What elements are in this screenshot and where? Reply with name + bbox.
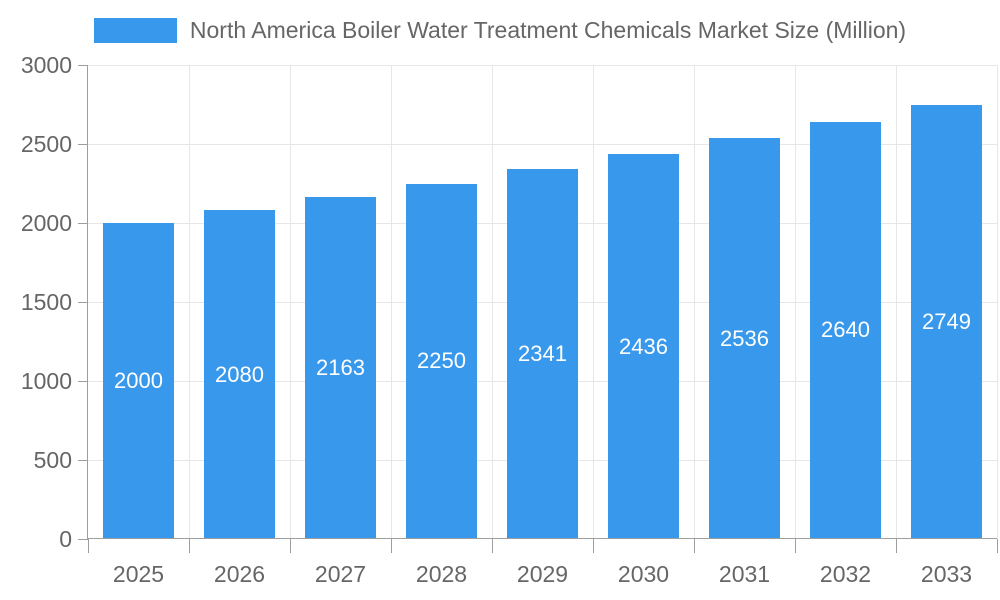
x-tick bbox=[289, 539, 291, 553]
x-tick bbox=[895, 539, 897, 553]
bar-value-label: 2640 bbox=[821, 317, 870, 343]
y-tick bbox=[78, 459, 88, 461]
v-gridline bbox=[491, 65, 493, 539]
x-tick-label: 2030 bbox=[617, 561, 670, 587]
h-gridline bbox=[88, 64, 997, 66]
v-gridline bbox=[592, 65, 594, 539]
y-tick bbox=[78, 143, 88, 145]
bar-2033[interactable] bbox=[911, 104, 982, 539]
x-tick-label: 2027 bbox=[314, 561, 367, 587]
y-tick bbox=[78, 64, 88, 66]
y-tick bbox=[78, 538, 88, 540]
x-tick bbox=[693, 539, 695, 553]
v-gridline bbox=[693, 65, 695, 539]
v-gridline bbox=[390, 65, 392, 539]
bar-value-label: 2341 bbox=[518, 341, 567, 367]
x-axis-line bbox=[88, 538, 997, 539]
x-tick-label: 2029 bbox=[516, 561, 569, 587]
bar-value-label: 2749 bbox=[922, 308, 971, 334]
bar-2032[interactable] bbox=[810, 121, 881, 539]
v-gridline bbox=[996, 65, 998, 539]
x-tick bbox=[188, 539, 190, 553]
y-tick bbox=[78, 301, 88, 303]
legend-swatch bbox=[93, 17, 177, 43]
x-tick-label: 2031 bbox=[718, 561, 771, 587]
x-tick bbox=[491, 539, 493, 553]
x-tick-label: 2028 bbox=[415, 561, 468, 587]
bar-value-label: 2080 bbox=[215, 361, 264, 387]
x-tick bbox=[390, 539, 392, 553]
y-tick-label: 2000 bbox=[20, 210, 72, 236]
y-axis-line bbox=[87, 65, 88, 539]
bar-2027[interactable] bbox=[305, 197, 376, 539]
bar-2026[interactable] bbox=[204, 210, 275, 539]
h-gridline bbox=[88, 143, 997, 145]
v-gridline bbox=[289, 65, 291, 539]
x-tick bbox=[592, 539, 594, 553]
y-tick-label: 3000 bbox=[20, 52, 72, 78]
y-tick bbox=[78, 222, 88, 224]
v-gridline bbox=[794, 65, 796, 539]
bar-value-label: 2436 bbox=[619, 333, 668, 359]
legend[interactable]: North America Boiler Water Treatment Che… bbox=[0, 17, 1000, 43]
bar-2029[interactable] bbox=[507, 169, 578, 539]
legend-label: North America Boiler Water Treatment Che… bbox=[189, 17, 907, 43]
y-tick-label: 1500 bbox=[20, 289, 72, 315]
x-tick-label: 2026 bbox=[213, 561, 266, 587]
bar-value-label: 2536 bbox=[720, 325, 769, 351]
y-tick-label: 1000 bbox=[20, 368, 72, 394]
x-tick-label: 2032 bbox=[819, 561, 872, 587]
bar-2025[interactable] bbox=[103, 223, 174, 539]
x-tick bbox=[996, 539, 998, 553]
x-tick-label: 2033 bbox=[920, 561, 973, 587]
bar-2031[interactable] bbox=[709, 138, 780, 539]
bar-value-label: 2250 bbox=[417, 348, 466, 374]
v-gridline bbox=[188, 65, 190, 539]
x-tick-label: 2025 bbox=[112, 561, 165, 587]
bar-2030[interactable] bbox=[608, 154, 679, 539]
y-tick-label: 0 bbox=[59, 526, 72, 552]
bar-2028[interactable] bbox=[406, 183, 477, 539]
bar-value-label: 2163 bbox=[316, 355, 365, 381]
x-tick bbox=[794, 539, 796, 553]
bar-value-label: 2000 bbox=[114, 368, 163, 393]
y-tick bbox=[78, 380, 88, 382]
x-tick bbox=[87, 539, 89, 553]
v-gridline bbox=[895, 65, 897, 539]
y-tick-label: 2500 bbox=[20, 131, 72, 157]
y-tick-label: 500 bbox=[33, 447, 72, 473]
